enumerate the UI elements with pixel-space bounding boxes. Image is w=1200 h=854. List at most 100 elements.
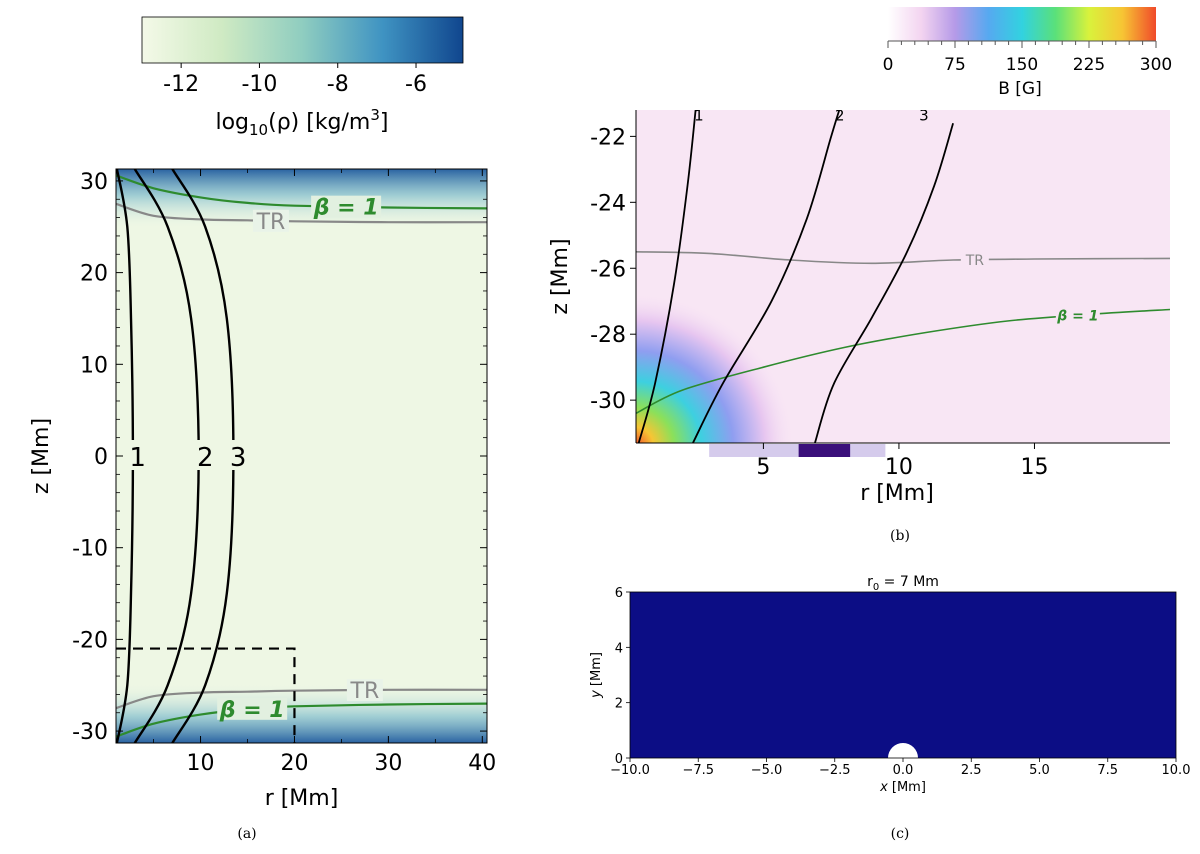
contour-label: TR — [256, 210, 286, 235]
y-tick-label: -20 — [72, 628, 108, 653]
y-tick-label: -28 — [590, 323, 626, 348]
field-line-label: 1 — [129, 443, 146, 473]
panel-c-cross-section: r0 = 7 Mm −10.0 −7.5 −5.0 −2.5 0.0 2.5 5.0 7.5 1… — [589, 574, 1190, 842]
y-tick-label: -24 — [590, 191, 626, 216]
colorbar-tick-label: 150 — [1006, 55, 1038, 75]
y-tick-label: -26 — [590, 257, 626, 282]
density-x-axis-label: r [Mm] — [265, 786, 339, 811]
field-hotspot — [636, 293, 794, 443]
cross-section-y-axis-label: y [Mm] — [589, 652, 604, 699]
colorbar-tick-label: -10 — [241, 72, 277, 97]
x-tick-label: 20 — [280, 751, 308, 776]
contour-label: TR — [350, 679, 380, 704]
field-x-axis-label: r [Mm] — [860, 481, 934, 506]
contour-label-bg — [960, 251, 989, 268]
cross-section-hotspot — [1006, 669, 1176, 758]
colorbar-tick-label: 225 — [1073, 55, 1105, 75]
density-plot-background — [116, 169, 487, 743]
panel-b-caption: (b) — [890, 528, 910, 544]
x-tick-label: 30 — [374, 751, 402, 776]
x-tick-label: −7.5 — [682, 763, 714, 778]
contour-label: β = 1 — [1056, 308, 1098, 324]
contour-label: β = 1 — [313, 196, 379, 221]
colorbar-tick-label: 300 — [1140, 55, 1172, 75]
field-colorbar-ticks: 0 75 150 225 300 — [883, 40, 1172, 75]
cross-section-x-axis-label: x [Mm] — [879, 780, 926, 795]
contour-label: TR — [965, 253, 985, 269]
field-line-label-bg — [128, 440, 147, 470]
y-tick-label: 2 — [615, 697, 623, 712]
contour-label-bg — [252, 209, 289, 232]
panel-a-caption: (a) — [237, 826, 256, 842]
x-tick-label: 5.0 — [1029, 763, 1050, 778]
panel-c-caption: (c) — [891, 826, 910, 842]
density-bottom-edge — [116, 683, 487, 743]
cross-section-axes: −10.0 −7.5 −5.0 −2.5 0.0 2.5 5.0 7.5 10.0 0 2 4 6 — [610, 586, 1190, 778]
x-tick-label: −5.0 — [751, 763, 783, 778]
field-contour-lines: 1 2 3 TR β = 1 — [636, 107, 1170, 443]
y-tick-label: -10 — [72, 537, 108, 562]
contour-line — [116, 174, 487, 210]
panel-a-density: -12 -10 -8 -6 log10(ρ) [kg/m3] 1 2 3 TR TR β = 1… — [29, 16, 496, 842]
x-tick-label: 10 — [885, 455, 913, 480]
contour-label: β = 1 — [219, 698, 285, 723]
x-tick-label: 7.5 — [1097, 763, 1118, 778]
contour-line — [116, 688, 487, 710]
colorbar-tick-label: -8 — [327, 72, 349, 97]
field-axis-strip — [709, 444, 886, 457]
y-tick-label: 0 — [94, 445, 108, 470]
field-axes: 5 10 15 -30 -28 -26 -24 -22 — [590, 110, 1170, 480]
panel-b-field-strength: 0 75 150 225 300 B [G] 1 2 3 TR β = 1 5 10 15 -30 -2… — [548, 7, 1172, 544]
y-tick-label: 4 — [615, 641, 623, 656]
field-line-label: 3 — [230, 443, 247, 473]
y-tick-label: 6 — [615, 586, 623, 601]
y-tick-label: 10 — [80, 353, 108, 378]
field-line-label: 2 — [835, 107, 845, 125]
x-tick-label: 10 — [187, 751, 215, 776]
density-colorbar — [141, 16, 464, 64]
field-colorbar — [888, 7, 1156, 41]
density-contour-lines: 1 2 3 TR TR β = 1 β = 1 — [116, 169, 487, 743]
contour-label-bg — [346, 679, 383, 702]
density-colorbar-label: log10(ρ) [kg/m3] — [215, 106, 388, 139]
contour-label-bg — [217, 697, 288, 720]
y-tick-label: -22 — [590, 125, 626, 150]
y-tick-label: -30 — [72, 720, 108, 745]
contour-line — [636, 251, 1170, 265]
cross-section-cutout — [887, 742, 919, 758]
x-tick-label: 40 — [468, 751, 496, 776]
field-line-label-bg — [196, 440, 215, 470]
x-tick-label: −2.5 — [819, 763, 851, 778]
field-line-label: 2 — [197, 443, 214, 473]
x-tick-label: −10.0 — [610, 763, 650, 778]
contour-label-bg — [1055, 307, 1100, 324]
y-tick-label: 20 — [80, 262, 108, 287]
field-line — [637, 110, 697, 443]
y-tick-label: 30 — [80, 170, 108, 195]
x-tick-label: 0.0 — [893, 763, 914, 778]
x-tick-label: 2.5 — [961, 763, 982, 778]
density-y-axis-label: z [Mm] — [29, 418, 54, 494]
contour-label-bg — [311, 195, 382, 218]
colorbar-tick-label: 75 — [944, 55, 966, 75]
field-axis-strip-dark — [798, 444, 851, 457]
field-line-label: 1 — [694, 107, 704, 125]
field-line — [692, 110, 841, 443]
colorbar-tick-label: -12 — [163, 72, 199, 97]
inset-box — [116, 647, 296, 743]
field-y-axis-label: z [Mm] — [548, 238, 573, 314]
x-tick-label: 5 — [756, 455, 770, 480]
y-tick-label: -30 — [590, 389, 626, 414]
density-axes: 10 20 30 40 -30 -20 -10 0 10 20 30 — [72, 169, 496, 776]
density-top-edge — [116, 169, 487, 229]
field-line — [814, 122, 954, 443]
colorbar-tick-label: -6 — [405, 72, 427, 97]
field-line-label: 3 — [919, 107, 929, 125]
x-tick-label: 10.0 — [1162, 763, 1191, 778]
field-line-label-bg — [229, 440, 248, 470]
colorbar-tick-label: 0 — [883, 55, 894, 75]
density-colorbar-ticks: -12 -10 -8 -6 — [163, 63, 427, 97]
x-tick-label: 15 — [1020, 455, 1048, 480]
cross-section-title: r0 = 7 Mm — [867, 574, 939, 593]
